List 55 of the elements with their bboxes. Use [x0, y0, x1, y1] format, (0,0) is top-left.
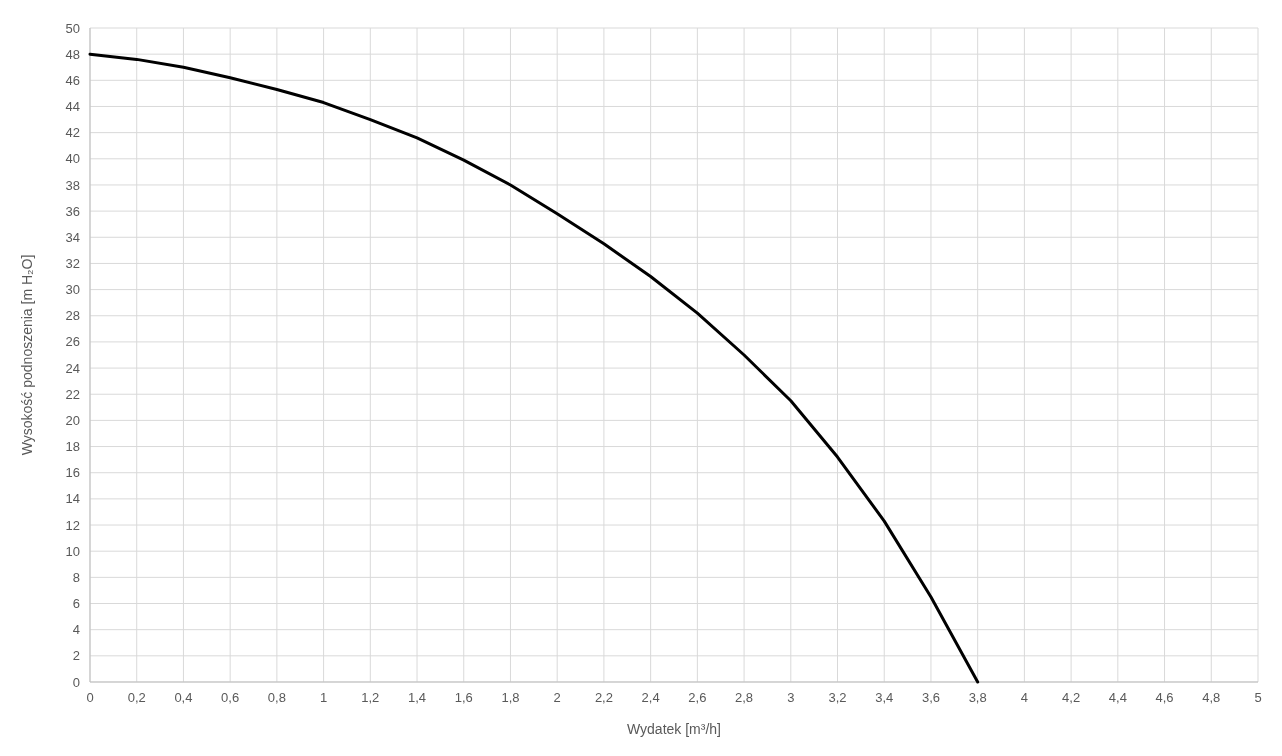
y-tick-label: 2	[72, 648, 80, 664]
y-tick-label: 14	[65, 491, 80, 507]
x-tick-label: 1,6	[454, 690, 473, 705]
y-tick-label: 20	[65, 412, 80, 428]
x-tick-label: 5	[1254, 690, 1262, 705]
x-tick-label: 0,8	[267, 690, 286, 705]
x-tick-label: 0	[86, 690, 94, 705]
x-tick-label: 3,2	[828, 690, 847, 705]
x-tick-label: 3,4	[875, 690, 894, 705]
y-axis-title: Wysokość podnoszenia [m H₂O]	[19, 254, 35, 456]
y-tick-label: 28	[65, 308, 80, 324]
y-tick-label: 34	[65, 229, 80, 245]
y-tick-label: 10	[65, 543, 80, 559]
x-tick-label: 2,2	[594, 690, 613, 705]
y-tick-label: 44	[65, 99, 80, 115]
x-tick-label: 0,2	[127, 690, 146, 705]
y-tick-label: 26	[65, 334, 80, 350]
y-tick-label: 46	[65, 72, 80, 88]
y-tick-label: 30	[65, 282, 80, 298]
line-series	[88, 52, 980, 684]
x-tick-label: 4,2	[1062, 690, 1081, 705]
x-tick-label: 2,4	[641, 690, 660, 705]
x-tick-label: 2	[553, 690, 561, 705]
x-tick-label: 1,2	[361, 690, 380, 705]
x-axis-title: Wydatek [m³/h]	[626, 721, 722, 737]
y-tick-label: 4	[72, 622, 80, 638]
y-tick-label: 12	[65, 517, 80, 533]
x-tick-label: 0,4	[174, 690, 193, 705]
x-tick-label: 3,8	[968, 690, 987, 705]
x-tick-label: 3,6	[921, 690, 940, 705]
y-tick-label: 18	[65, 439, 80, 455]
y-tick-label: 16	[65, 465, 80, 481]
y-tick-label: 6	[72, 596, 80, 612]
y-tick-label: 36	[65, 203, 80, 219]
x-tick-label: 1,4	[408, 690, 427, 705]
y-tick-label: 8	[72, 569, 80, 585]
y-tick-label: 48	[65, 46, 80, 62]
y-tick-label: 22	[65, 386, 80, 402]
y-tick-label: 50	[65, 20, 80, 36]
x-tick-label: 2,6	[688, 690, 707, 705]
x-tick-label: 4	[1020, 690, 1029, 705]
x-tick-label: 4,6	[1155, 690, 1174, 705]
y-tick-label: 40	[65, 151, 80, 167]
y-tick-label: 0	[72, 674, 80, 690]
x-tick-label: 2,8	[735, 690, 754, 705]
x-tick-label: 4,4	[1108, 690, 1127, 705]
x-tick-label: 1,8	[501, 690, 520, 705]
y-tick-label: 24	[65, 360, 80, 376]
y-tick-label: 38	[65, 177, 80, 193]
x-tick-label: 1	[319, 690, 328, 705]
x-tick-label: 3	[787, 690, 795, 705]
y-tick-label: 42	[65, 125, 80, 141]
y-tick-label: 32	[65, 255, 80, 271]
x-tick-label: 4,8	[1202, 690, 1221, 705]
x-tick-label: 0,6	[221, 690, 240, 705]
